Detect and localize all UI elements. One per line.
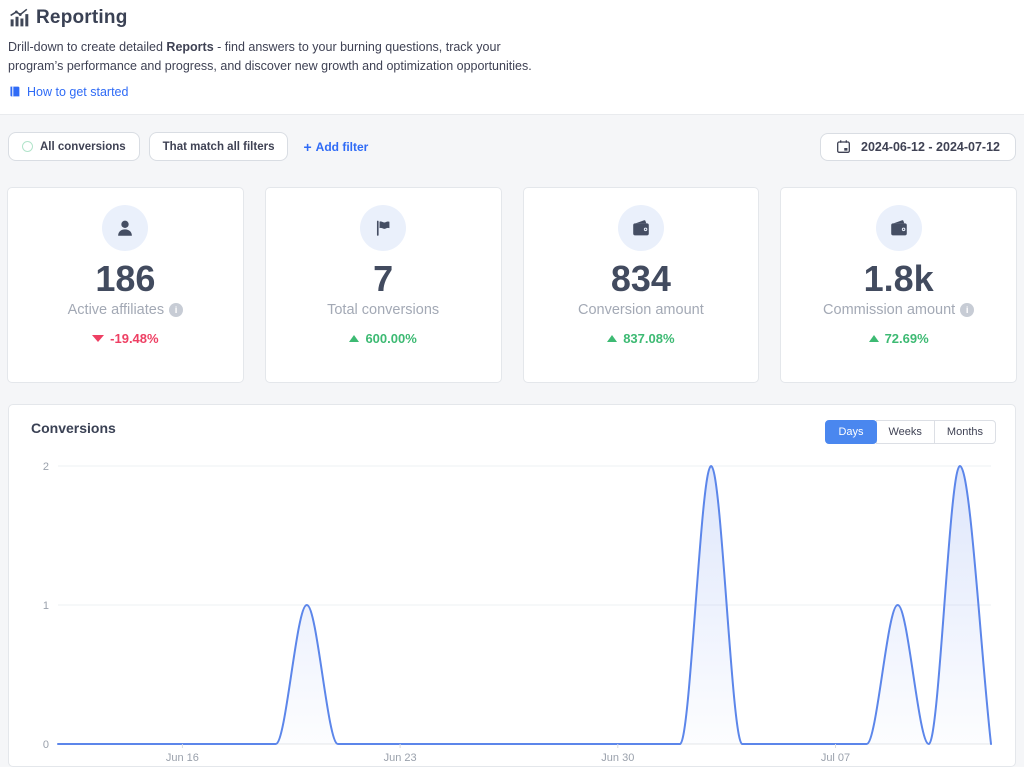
svg-text:Jun 23: Jun 23 [384, 752, 417, 764]
chart-title: Conversions [31, 420, 116, 436]
date-range-picker[interactable]: 2024-06-12 - 2024-07-12 [820, 132, 1016, 161]
stat-card: 7 Total conversions 600.00% [264, 187, 502, 383]
range-tab-weeks[interactable]: Weeks [875, 420, 935, 444]
stat-change-value: -19.48% [110, 331, 159, 347]
reporting-chart-icon [8, 8, 29, 29]
filter-buttons-group: All conversions That match all filters +… [8, 132, 368, 161]
book-icon [8, 85, 21, 98]
stat-label: Total conversions [327, 302, 440, 319]
range-toggle: Days Weeks Months [825, 420, 996, 444]
scope-circle-icon [22, 141, 33, 152]
range-tab-days[interactable]: Days [825, 420, 877, 444]
stat-card: 1.8k Commission amount i 72.69% [780, 187, 1017, 383]
stat-change: -19.48% [8, 331, 243, 346]
stat-label: Conversion amount [578, 302, 704, 319]
svg-text:2: 2 [43, 461, 49, 473]
stat-card: 186 Active affiliates i -19.48% [7, 187, 244, 383]
info-icon[interactable]: i [960, 303, 975, 318]
add-filter-label: Add filter [315, 139, 369, 154]
stat-label-row: Conversion amount [524, 302, 759, 318]
stat-change-value: 72.69% [884, 331, 929, 347]
svg-text:Jun 30: Jun 30 [601, 752, 634, 764]
trend-arrow-icon [607, 335, 618, 343]
trend-arrow-icon [349, 335, 360, 343]
how-to-get-started-link[interactable]: How to get started [8, 85, 128, 99]
description-text-pre: Drill-down to create detailed [8, 40, 167, 54]
user-icon [102, 205, 149, 251]
stat-label-row: Active affiliates i [8, 302, 243, 318]
stat-value: 1.8k [863, 258, 934, 299]
stat-label: Commission amount [823, 302, 956, 319]
add-filter-button[interactable]: + Add filter [303, 140, 368, 154]
trend-arrow-icon [868, 335, 879, 343]
stat-change: 837.08% [524, 331, 759, 346]
match-all-filters-button[interactable]: That match all filters [148, 132, 289, 161]
stat-value: 186 [95, 258, 156, 299]
stat-label-row: Total conversions [266, 302, 501, 318]
filter-toolbar: All conversions That match all filters +… [8, 132, 1016, 161]
page-title: Reporting [36, 7, 128, 28]
stat-value: 834 [610, 258, 671, 299]
svg-text:0: 0 [43, 739, 49, 751]
stat-card: 834 Conversion amount 837.08% [522, 187, 760, 383]
stat-value: 7 [373, 258, 394, 299]
page-header: Reporting Drill-down to create detailed … [0, 0, 1024, 115]
stat-change-value: 837.08% [623, 331, 675, 347]
stat-change: 72.69% [781, 331, 1016, 346]
plus-icon: + [303, 138, 312, 155]
title-row: Reporting [8, 7, 1016, 29]
description-text-bold: Reports [166, 40, 214, 54]
stat-label-row: Commission amount i [781, 302, 1016, 318]
match-all-filters-label: That match all filters [162, 140, 275, 153]
description-text-post: - find answers to your burning questions… [8, 40, 532, 73]
conversions-area-chart[interactable]: 0 1 2 Jun 16 Jun 23 Jun 30 Jul 07 [9, 441, 1015, 766]
range-tab-months[interactable]: Months [933, 420, 996, 444]
stat-change-value: 600.00% [365, 331, 417, 347]
wallet-icon [617, 205, 664, 251]
stat-change: 600.00% [266, 331, 501, 346]
all-conversions-label: All conversions [40, 140, 126, 153]
conversions-chart-card: Conversions Days Weeks Months 0 1 2 Jun 16 Jun… [8, 404, 1016, 767]
stat-label: Active affiliates [67, 302, 165, 319]
svg-text:Jul 07: Jul 07 [821, 752, 850, 764]
how-to-get-started-label: How to get started [27, 84, 129, 99]
page-description: Drill-down to create detailed Reports - … [8, 38, 556, 76]
calendar-icon [836, 139, 851, 154]
info-icon[interactable]: i [169, 303, 184, 318]
stats-row: 186 Active affiliates i -19.48% 7 Total … [7, 187, 1017, 383]
wallet-icon [875, 205, 922, 251]
date-range-value: 2024-06-12 - 2024-07-12 [861, 139, 1000, 154]
svg-text:1: 1 [43, 600, 49, 612]
flag-icon [360, 205, 407, 251]
svg-text:Jun 16: Jun 16 [166, 752, 199, 764]
chart-header: Conversions Days Weeks Months [9, 405, 1015, 444]
all-conversions-button[interactable]: All conversions [8, 132, 140, 161]
trend-arrow-icon [92, 335, 105, 343]
